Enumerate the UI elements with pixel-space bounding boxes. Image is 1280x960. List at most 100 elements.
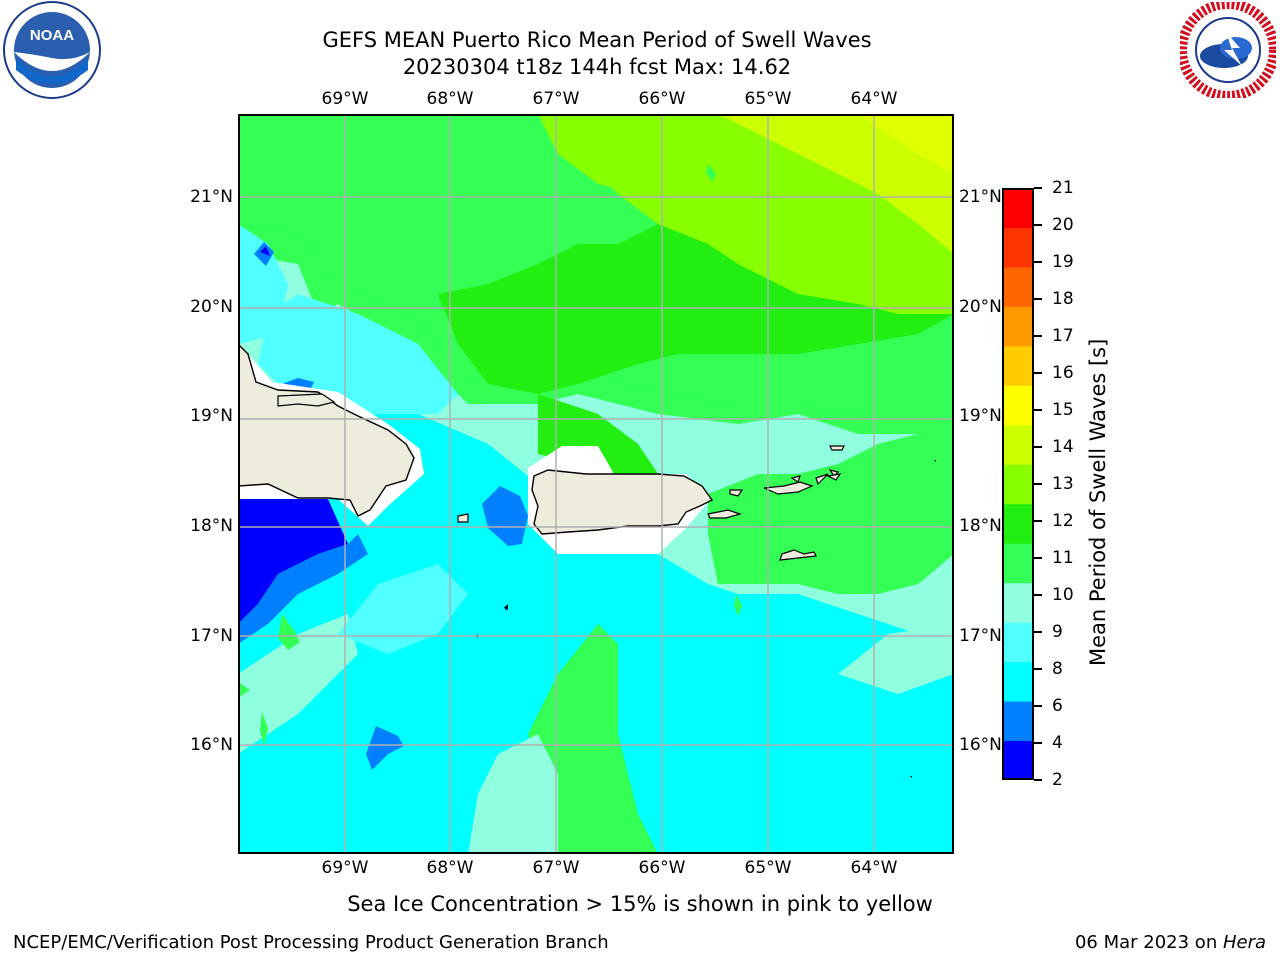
colorbar-swatch — [1002, 306, 1034, 347]
field-aqua-south — [468, 734, 558, 853]
colorbar-tick-label: 10 — [1052, 585, 1074, 605]
colorbar-tick-label: 12 — [1052, 511, 1074, 531]
colorbar-swatch — [1002, 661, 1034, 702]
colorbar-swatch — [1002, 503, 1034, 544]
lon-label-top: 66°W — [638, 89, 686, 109]
colorbar-tick-label: 17 — [1052, 326, 1074, 346]
lat-label-right: 21°N — [959, 187, 1002, 207]
noaa-logo: NOAA — [2, 0, 102, 100]
colorbar-tick-mark — [1034, 594, 1042, 596]
colorbar-tick-mark — [1034, 742, 1042, 744]
field-deep-blue — [239, 499, 348, 623]
colorbar-tick-mark — [1034, 557, 1042, 559]
land-puerto-rico — [531, 469, 714, 535]
colorbar-tick-label: 4 — [1052, 733, 1063, 753]
lon-label-bottom: 64°W — [850, 858, 898, 878]
lon-label-bottom: 66°W — [638, 858, 686, 878]
lon-label-bottom: 68°W — [426, 858, 474, 878]
colorbar-tick-label: 6 — [1052, 696, 1063, 716]
colorbar-swatch — [1002, 188, 1034, 228]
colorbar-tick-mark — [1034, 631, 1042, 633]
lat-label-right: 16°N — [959, 735, 1002, 755]
colorbar-tick-label: 21 — [1052, 178, 1074, 198]
lat-label-left: 21°N — [190, 187, 233, 207]
chart-title-line2: 20230304 t18z 144h fcst Max: 14.62 — [402, 55, 792, 79]
lon-label-bottom: 65°W — [744, 858, 792, 878]
colorbar-frame — [1002, 188, 1034, 780]
lat-label-left: 20°N — [190, 297, 233, 317]
colorbar-swatch — [1002, 385, 1034, 426]
footer-date: 06 Mar 2023 on Hera — [1075, 932, 1266, 954]
colorbar-tick-label: 13 — [1052, 474, 1074, 494]
field-green-east — [708, 434, 953, 594]
lat-label-left: 18°N — [190, 516, 233, 536]
colorbar-tick-label: 18 — [1052, 289, 1074, 309]
colorbar-swatch — [1002, 740, 1034, 781]
colorbar-tick-mark — [1034, 335, 1042, 337]
colorbar-swatch — [1002, 543, 1034, 584]
colorbar-swatch — [1002, 424, 1034, 465]
colorbar-swatch — [1002, 701, 1034, 742]
colorbar-swatch — [1002, 345, 1034, 386]
colorbar-tick-mark — [1034, 187, 1042, 189]
lat-label-left: 17°N — [190, 626, 233, 646]
footer-host: Hera — [1222, 932, 1266, 953]
lat-label-left: 16°N — [190, 735, 233, 755]
lat-label-right: 17°N — [959, 626, 1002, 646]
colorbar — [1002, 188, 1034, 781]
footer-date-text: 06 Mar 2023 on — [1074, 932, 1223, 953]
colorbar-tick-label: 11 — [1052, 548, 1074, 568]
colorbar-tick-label: 8 — [1052, 659, 1063, 679]
lat-label-left: 19°N — [190, 406, 233, 426]
graticule — [238, 114, 954, 854]
lon-label-bottom: 69°W — [321, 858, 369, 878]
colorbar-tick-mark — [1034, 668, 1042, 670]
map-panel — [238, 114, 954, 854]
colorbar-tick-label: 16 — [1052, 363, 1074, 383]
field-yellow-green — [720, 115, 953, 254]
lat-label-right: 20°N — [959, 297, 1002, 317]
colorbar-tick-label: 2 — [1052, 770, 1063, 790]
lon-label-top: 69°W — [321, 89, 369, 109]
noaa-logo-text: NOAA — [30, 27, 74, 44]
colorbar-swatch — [1002, 266, 1034, 307]
colorbar-tick-label: 9 — [1052, 622, 1063, 642]
nws-logo — [1177, 0, 1279, 101]
colorbar-swatch — [1002, 227, 1034, 268]
colorbar-swatch — [1002, 622, 1034, 663]
field-blue-patch — [482, 486, 528, 546]
lat-label-right: 19°N — [959, 406, 1002, 426]
colorbar-tick-mark — [1034, 705, 1042, 707]
lon-label-bottom: 67°W — [532, 858, 580, 878]
colorbar-tick-mark — [1034, 261, 1042, 263]
lon-label-top: 65°W — [744, 89, 792, 109]
colorbar-tick-mark — [1034, 224, 1042, 226]
colorbar-tick-label: 20 — [1052, 215, 1074, 235]
footer-branch: NCEP/EMC/Verification Post Processing Pr… — [13, 932, 609, 953]
swell-period-map — [238, 114, 954, 854]
land-virgin-islands — [763, 481, 814, 495]
lon-label-top: 68°W — [426, 89, 474, 109]
colorbar-tick-mark — [1034, 446, 1042, 448]
lat-label-right: 18°N — [959, 516, 1002, 536]
colorbar-tick-mark — [1034, 409, 1042, 411]
lon-label-top: 64°W — [850, 89, 898, 109]
map-frame — [238, 114, 954, 854]
colorbar-swatch — [1002, 464, 1034, 505]
sea-ice-note: Sea Ice Concentration > 15% is shown in … — [347, 892, 933, 916]
colorbar-tick-mark — [1034, 298, 1042, 300]
lon-label-top: 67°W — [532, 89, 580, 109]
colorbar-swatch — [1002, 582, 1034, 623]
field-green-plume — [528, 624, 658, 853]
colorbar-swatches — [1002, 188, 1034, 781]
colorbar-tick-label: 15 — [1052, 400, 1074, 420]
colorbar-tick-label: 14 — [1052, 437, 1074, 457]
chart-title-line1: GEFS MEAN Puerto Rico Mean Period of Swe… — [322, 28, 872, 52]
colorbar-tick-mark — [1034, 779, 1042, 781]
land-hispaniola — [239, 344, 415, 517]
colorbar-tick-mark — [1034, 483, 1042, 485]
colorbar-tick-mark — [1034, 372, 1042, 374]
colorbar-tick-label: 19 — [1052, 252, 1074, 272]
colorbar-tick-mark — [1034, 520, 1042, 522]
colorbar-label: Mean Period of Swell Waves [s] — [1086, 338, 1110, 666]
